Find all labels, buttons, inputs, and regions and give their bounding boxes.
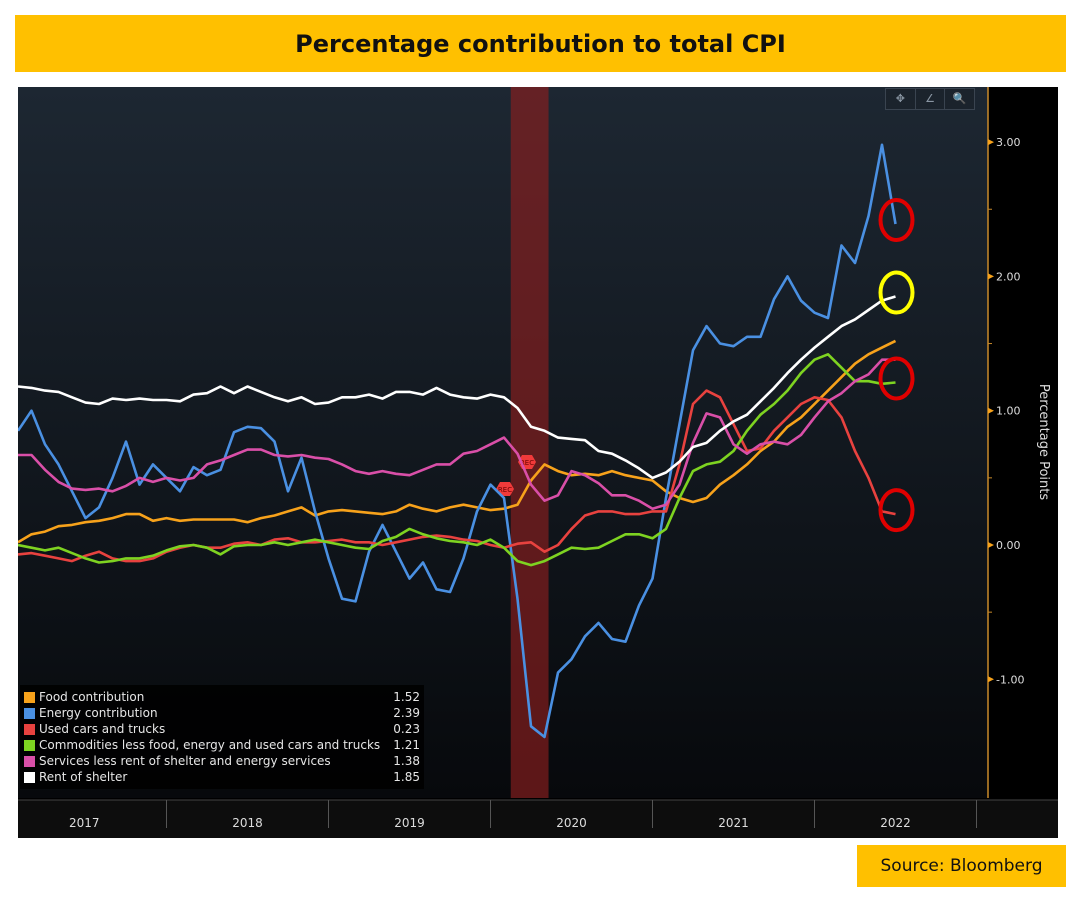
series-line-3 xyxy=(18,352,896,567)
y-axis-title: Percentage Points xyxy=(1036,384,1051,501)
y-tick-label: 3.00 xyxy=(996,136,1021,149)
legend-swatch xyxy=(24,723,35,735)
legend-label: Rent of shelter xyxy=(39,770,128,784)
x-tick-label: 2017 xyxy=(69,816,100,830)
y-tick xyxy=(988,139,994,146)
annotation-circle-0 xyxy=(878,198,915,243)
recession-marker: REC xyxy=(496,482,514,496)
recession-marker-label: REC xyxy=(498,486,512,494)
legend-swatch xyxy=(24,771,35,783)
legend-item: Energy contribution 2.39 xyxy=(24,705,420,721)
y-tick-label: 0.00 xyxy=(996,539,1021,552)
chart-toolbar: ✥ ∠ 🔍 xyxy=(885,88,975,110)
line-chart: REC REC 3.00 2.00 1.00 0.00 -1.00 Percentage P… xyxy=(18,87,1058,838)
series-line-4 xyxy=(18,358,896,511)
x-tick-label: 2022 xyxy=(880,816,911,830)
legend-item: Rent of shelter 1.85 xyxy=(24,769,420,785)
series-line-1 xyxy=(18,143,897,739)
recession-marker-shape xyxy=(496,482,514,496)
x-tick-label: 2021 xyxy=(718,816,749,830)
y-tick xyxy=(988,542,994,548)
legend-swatch xyxy=(24,739,35,751)
recession-band xyxy=(510,87,549,798)
legend-swatch xyxy=(24,755,35,767)
legend-value: 1.21 xyxy=(393,738,420,752)
pencil-icon[interactable]: ∠ xyxy=(916,89,946,109)
x-axis-band xyxy=(18,800,1058,838)
recession-marker-label: REC xyxy=(520,459,534,467)
source-label: Source: Bloomberg xyxy=(857,845,1066,887)
series-line-5 xyxy=(18,295,896,480)
y-tick xyxy=(988,273,994,280)
y-tick-label: -1.00 xyxy=(996,673,1024,686)
legend-label: Energy contribution xyxy=(39,706,158,720)
legend-label: Commodities less food, energy and used c… xyxy=(39,738,381,752)
legend-label: Food contribution xyxy=(39,690,145,704)
legend-value: 1.85 xyxy=(393,770,420,784)
y-tick-label: 1.00 xyxy=(996,405,1021,418)
y-tick xyxy=(988,676,994,683)
legend-item: Food contribution 1.52 xyxy=(24,689,420,705)
x-tick-label: 2019 xyxy=(394,816,425,830)
legend-swatch xyxy=(24,707,35,719)
legend-value: 2.39 xyxy=(393,706,420,720)
legend-value: 1.52 xyxy=(393,690,420,704)
annotation-circle-3 xyxy=(878,488,915,533)
chart-panel: REC REC 3.00 2.00 1.00 0.00 -1.00 Percentage P… xyxy=(18,87,1058,838)
chart-title: Percentage contribution to total CPI xyxy=(295,29,786,58)
legend-item: Commodities less food, energy and used c… xyxy=(24,737,420,753)
plot-area xyxy=(18,87,988,798)
legend-label: Used cars and trucks xyxy=(39,722,166,736)
legend-item: Used cars and trucks 0.23 xyxy=(24,721,420,737)
x-tick-label: 2020 xyxy=(556,816,587,830)
crosshair-icon[interactable]: ✥ xyxy=(886,89,916,109)
legend-item: Services less rent of shelter and energy… xyxy=(24,753,420,769)
y-tick-label: 2.00 xyxy=(996,270,1021,283)
legend-value: 1.38 xyxy=(393,754,420,768)
annotation-circle-2 xyxy=(878,356,915,401)
y-tick xyxy=(988,407,994,414)
legend: Food contribution 1.52 Energy contribution… xyxy=(20,685,424,789)
magnifier-icon[interactable]: 🔍 xyxy=(952,92,967,105)
x-tick-label: 2018 xyxy=(232,816,263,830)
legend-swatch xyxy=(24,691,35,703)
legend-value: 0.23 xyxy=(393,722,420,736)
annotation-circle-1 xyxy=(878,270,915,315)
legend-label: Services less rent of shelter and energy… xyxy=(39,754,331,768)
chart-title-bar: Percentage contribution to total CPI xyxy=(15,15,1066,72)
series-line-0 xyxy=(18,339,897,544)
